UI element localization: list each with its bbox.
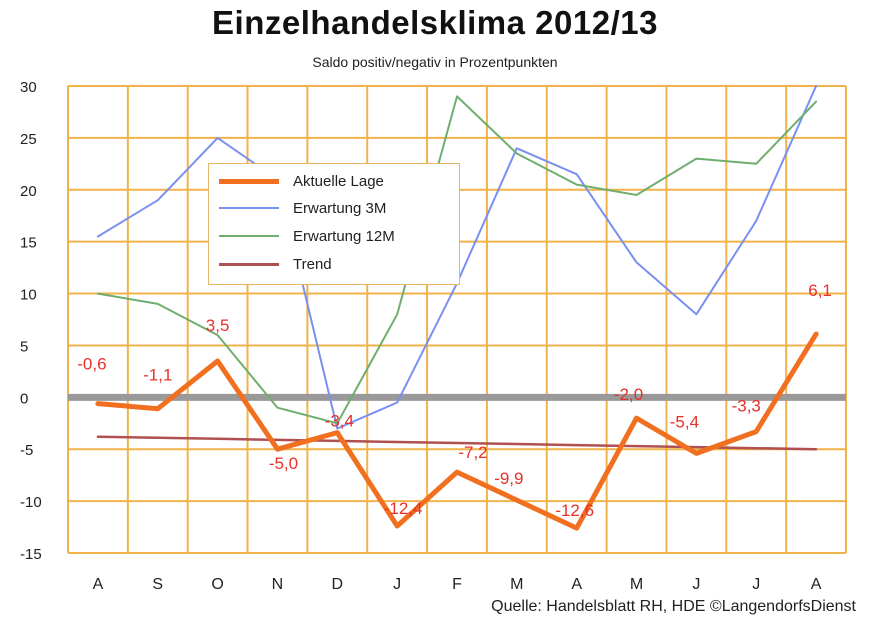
data-label: -2,0 <box>614 385 643 404</box>
legend-swatch-erwartung-3m <box>219 207 279 209</box>
legend-label-erwartung-12m: Erwartung 12M <box>293 227 395 245</box>
y-tick-label: 30 <box>20 79 37 96</box>
x-tick-label: J <box>752 576 760 593</box>
legend-swatch-trend <box>219 262 279 266</box>
legend-label-aktuelle-lage: Aktuelle Lage <box>293 172 384 190</box>
legend-label-trend: Trend <box>293 255 332 273</box>
legend-label-erwartung-3m: Erwartung 3M <box>293 199 387 217</box>
data-label: -5,0 <box>269 454 298 473</box>
plot-area <box>68 86 846 553</box>
series-line-erwartung-12m <box>96 95 818 425</box>
chart-legend: Aktuelle Lage Erwartung 3M Erwartung 12M… <box>208 163 460 285</box>
legend-item-aktuelle-lage: Aktuelle Lage <box>219 170 384 192</box>
x-tick-label: J <box>393 576 401 593</box>
data-label: -3,3 <box>732 397 761 416</box>
x-tick-label: O <box>211 576 223 593</box>
legend-swatch-aktuelle-lage <box>219 178 279 184</box>
legend-item-erwartung-12m: Erwartung 12M <box>219 225 395 247</box>
y-tick-label: -15 <box>20 546 42 563</box>
y-tick-label: -10 <box>20 494 42 511</box>
chart-subtitle: Saldo positiv/negativ in Prozentpunkten <box>312 54 558 70</box>
data-label: 3,5 <box>206 316 230 335</box>
y-tick-label: 25 <box>20 131 37 148</box>
x-tick-label: A <box>93 576 104 593</box>
data-label: -12,4 <box>384 499 423 518</box>
y-tick-label: -5 <box>20 442 33 459</box>
x-tick-label: N <box>272 576 284 593</box>
chart-title: Einzelhandelsklima 2012/13 <box>212 4 658 41</box>
x-tick-label: F <box>452 576 462 593</box>
data-label: 6,1 <box>808 281 832 300</box>
series-line-aktuelle-lage <box>95 331 819 531</box>
data-label: -5,4 <box>670 412 699 431</box>
data-label: -12,6 <box>555 501 594 520</box>
x-tick-label: D <box>332 576 344 593</box>
y-tick-label: 0 <box>20 390 28 407</box>
data-label: -7,2 <box>458 443 487 462</box>
source-note: Quelle: Handelsblatt RH, HDE ©Langendorf… <box>491 598 856 615</box>
x-tick-label: J <box>692 576 700 593</box>
y-tick-label: 10 <box>20 287 37 304</box>
data-label: -9,9 <box>494 469 523 488</box>
y-tick-label: 5 <box>20 338 28 355</box>
x-tick-label: A <box>571 576 582 593</box>
x-tick-label: M <box>630 576 643 593</box>
y-tick-label: 20 <box>20 183 37 200</box>
data-label: -3,4 <box>325 412 354 431</box>
x-tick-label: M <box>510 576 523 593</box>
data-label: -1,1 <box>143 366 172 385</box>
data-label: -0,6 <box>77 355 106 374</box>
legend-swatch-erwartung-12m <box>219 235 279 237</box>
x-tick-label: A <box>811 576 822 593</box>
x-tick-label: S <box>152 576 163 593</box>
legend-item-trend: Trend <box>219 253 332 275</box>
y-tick-label: 15 <box>20 235 37 252</box>
series-line-trend <box>96 435 818 451</box>
legend-item-erwartung-3m: Erwartung 3M <box>219 197 386 219</box>
